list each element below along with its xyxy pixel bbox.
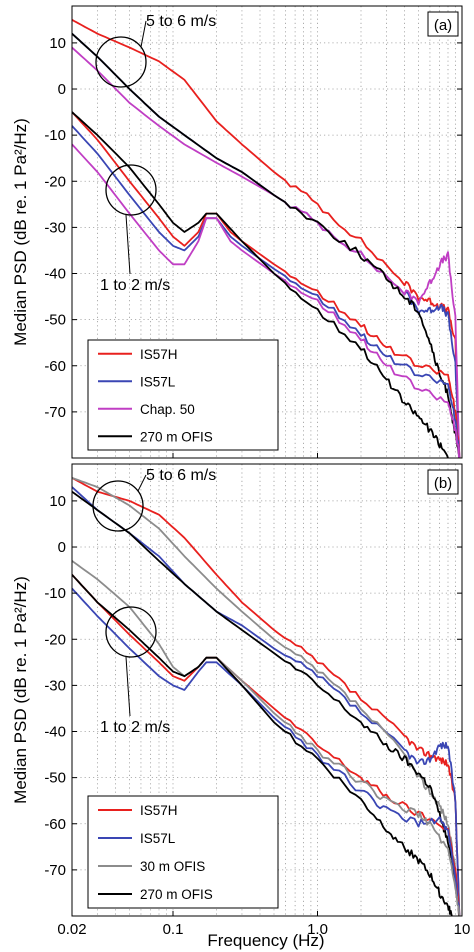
legend-entry: IS57H [140, 347, 178, 362]
annotation-circle [92, 480, 144, 532]
panel-label-box [427, 11, 459, 37]
y-tick-label: -70 [44, 862, 66, 879]
annotation-circle [105, 606, 157, 658]
annotation-text: 5 to 6 m/s [146, 467, 216, 484]
y-tick-label: -50 [44, 770, 66, 787]
series-group [72, 19, 461, 458]
x-tick-label: 0.02 [57, 921, 86, 938]
y-tick-label: -50 [44, 312, 66, 329]
legend-entry: IS57L [140, 831, 176, 846]
annotation-leader [125, 214, 131, 275]
annotation-circle [95, 36, 147, 88]
annotation-leader [137, 474, 147, 492]
panel-b: 10 0 -10 -20 -30 -40 -50 -60 -70 0.02 0.1 1.0 10 (b) 5… [44, 463, 471, 938]
panel-label: (b) [434, 475, 452, 492]
y-tick-label: -20 [44, 631, 66, 648]
panel-label: (a) [434, 17, 452, 34]
legend-entry: IS57H [140, 803, 178, 818]
y-tick-label: -10 [44, 127, 66, 144]
legend: IS57H IS57L 30 m OFIS 270 m OFIS [87, 795, 279, 909]
legend-entry: 270 m OFIS [140, 429, 213, 444]
legend-entry: IS57L [140, 374, 176, 389]
x-tick-label: 1.0 [307, 921, 328, 938]
series-line-30-m-ofis [72, 476, 461, 916]
series-line-is57l [72, 125, 461, 458]
series-line-is57l [72, 486, 461, 916]
annotation-text: 5 to 6 m/s [146, 13, 216, 30]
series-line-is57h [72, 477, 461, 916]
annotation-circle [105, 164, 157, 216]
y-tick-label: -20 [44, 173, 66, 190]
annotation-leader [140, 20, 147, 48]
y-tick-label: 10 [49, 493, 66, 510]
y-tick-label: 0 [58, 81, 66, 98]
plot-frame [71, 5, 463, 459]
annotation-leader [125, 656, 131, 717]
panel-label-box [427, 469, 459, 495]
annotation-text: 1 to 2 m/s [100, 277, 170, 294]
y-tick-label: 0 [58, 539, 66, 556]
y-axis-label-a: Median PSD (dB re. 1 Pa²/Hz) [11, 118, 30, 346]
legend-entry: Chap. 50 [140, 402, 195, 417]
panel-a: 10 0 -10 -20 -30 -40 -50 -60 -70 (a) 5 to 6 m/s 1 t… [44, 5, 463, 459]
x-tick-label: 0.1 [163, 921, 184, 938]
y-tick-label: -60 [44, 358, 66, 375]
series-line-30-m-ofis [72, 560, 461, 916]
y-tick-label: -40 [44, 724, 66, 741]
y-tick-label: -70 [44, 404, 66, 421]
y-tick-label: -30 [44, 677, 66, 694]
y-tick-label: -60 [44, 816, 66, 833]
y-tick-label: -40 [44, 266, 66, 283]
legend: IS57H IS57L Chap. 50 270 m OFIS [87, 339, 279, 451]
plot-frame [71, 463, 463, 917]
annotation-text: 1 to 2 m/s [100, 719, 170, 736]
legend-box [87, 339, 279, 451]
y-tick-label: -10 [44, 585, 66, 602]
y-axis-label-b: Median PSD (dB re. 1 Pa²/Hz) [11, 576, 30, 804]
series-line-chap-50 [72, 143, 461, 458]
series-line-270-m-ofis [72, 33, 461, 458]
y-tick-label: 10 [49, 35, 66, 52]
x-axis-label: Frequency (Hz) [207, 931, 324, 950]
y-tick-label: -30 [44, 219, 66, 236]
series-line-is57h [72, 111, 461, 458]
legend-entry: 30 m OFIS [140, 859, 205, 874]
x-tick-label: 10 [454, 921, 471, 938]
series-line-270-m-ofis [72, 111, 449, 458]
series-group [72, 476, 461, 916]
legend-entry: 270 m OFIS [140, 887, 213, 902]
series-line-270-m-ofis [72, 574, 453, 916]
legend-box [87, 795, 279, 909]
